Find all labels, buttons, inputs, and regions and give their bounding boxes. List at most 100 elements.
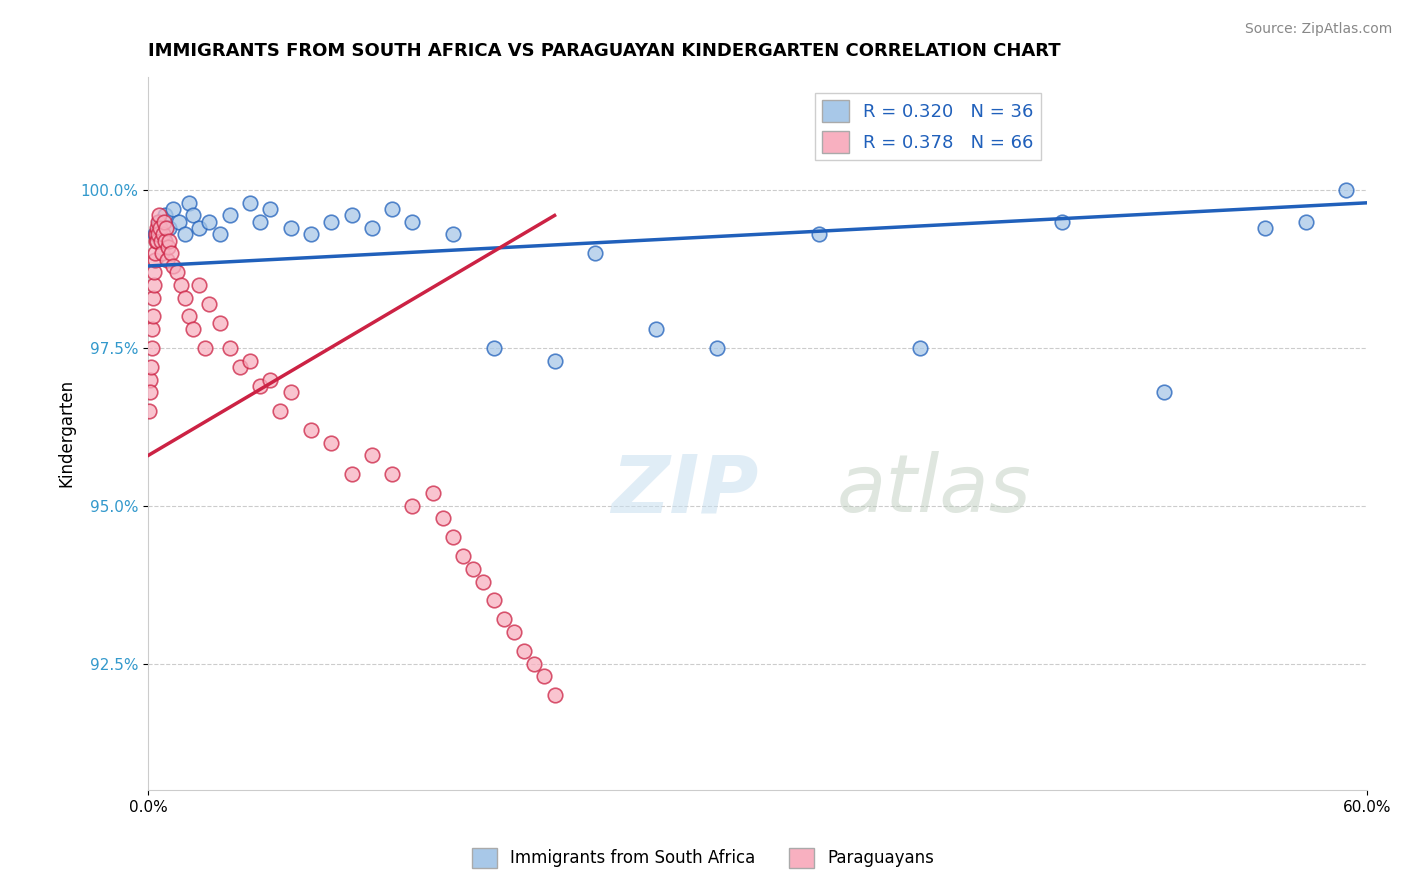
Point [401, 499, 423, 513]
Point [141, 341, 163, 355]
Point [156, 252, 179, 267]
Point [177, 195, 200, 210]
Point [239, 195, 262, 210]
Point [360, 221, 382, 235]
Point [451, 549, 474, 564]
Point [583, 246, 606, 260]
Point [162, 202, 184, 216]
Y-axis label: Kindergarten: Kindergarten [58, 379, 75, 487]
Point [149, 221, 172, 235]
Point [170, 277, 193, 292]
Point [181, 209, 204, 223]
Point [229, 359, 252, 374]
Point [645, 322, 668, 336]
Point [156, 240, 179, 254]
Point [1254, 221, 1277, 235]
Point [1295, 215, 1317, 229]
Point [142, 277, 165, 292]
Point [143, 252, 166, 267]
Point [482, 593, 505, 607]
Point [148, 227, 170, 242]
Point [218, 341, 240, 355]
Point [138, 404, 160, 418]
Point [152, 227, 174, 242]
Point [208, 316, 231, 330]
Point [145, 227, 167, 242]
Point [139, 359, 162, 374]
Point [340, 467, 363, 482]
Point [360, 448, 382, 462]
Point [543, 353, 565, 368]
Point [259, 202, 281, 216]
Point [441, 227, 464, 242]
Point [280, 221, 302, 235]
Point [198, 215, 221, 229]
Point [162, 259, 184, 273]
Point [463, 562, 485, 576]
Point [340, 209, 363, 223]
Point [249, 215, 271, 229]
Point [188, 221, 211, 235]
Point [503, 625, 526, 640]
Point [482, 341, 505, 355]
Point [148, 215, 170, 229]
Point [149, 234, 172, 248]
Point [432, 511, 454, 525]
Point [143, 265, 166, 279]
Point [142, 291, 165, 305]
Text: atlas: atlas [837, 451, 1032, 529]
Point [148, 209, 170, 223]
Point [166, 265, 188, 279]
Point [141, 310, 163, 324]
Point [145, 234, 167, 248]
Point [157, 221, 180, 235]
Point [401, 215, 423, 229]
Point [807, 227, 830, 242]
Point [139, 373, 162, 387]
Point [141, 322, 163, 336]
Point [194, 341, 217, 355]
Point [218, 209, 240, 223]
Point [150, 246, 173, 260]
Point [177, 310, 200, 324]
Point [513, 644, 536, 658]
Point [155, 221, 177, 235]
Text: ZIP: ZIP [612, 451, 759, 529]
Point [381, 202, 404, 216]
Point [280, 385, 302, 400]
Point [146, 215, 169, 229]
Point [174, 291, 197, 305]
Point [249, 379, 271, 393]
Point [321, 215, 343, 229]
Point [523, 657, 546, 671]
Point [152, 215, 174, 229]
Point [321, 435, 343, 450]
Point [543, 688, 565, 702]
Point [174, 227, 197, 242]
Point [381, 467, 404, 482]
Point [208, 227, 231, 242]
Point [188, 277, 211, 292]
Point [472, 574, 495, 589]
Point [198, 297, 221, 311]
Point [299, 423, 322, 437]
Point [441, 530, 464, 544]
Point [1153, 385, 1175, 400]
Point [139, 385, 162, 400]
Point [533, 669, 555, 683]
Point [146, 234, 169, 248]
Point [422, 486, 444, 500]
Point [157, 234, 180, 248]
Point [706, 341, 728, 355]
Point [143, 227, 166, 242]
Point [492, 612, 515, 626]
Legend: R = 0.320   N = 36, R = 0.378   N = 66: R = 0.320 N = 36, R = 0.378 N = 66 [814, 93, 1040, 161]
Point [181, 322, 204, 336]
Point [145, 221, 167, 235]
Point [269, 404, 291, 418]
Point [153, 209, 176, 223]
Point [153, 234, 176, 248]
Point [159, 246, 181, 260]
Text: IMMIGRANTS FROM SOUTH AFRICA VS PARAGUAYAN KINDERGARTEN CORRELATION CHART: IMMIGRANTS FROM SOUTH AFRICA VS PARAGUAY… [149, 42, 1062, 60]
Point [259, 373, 281, 387]
